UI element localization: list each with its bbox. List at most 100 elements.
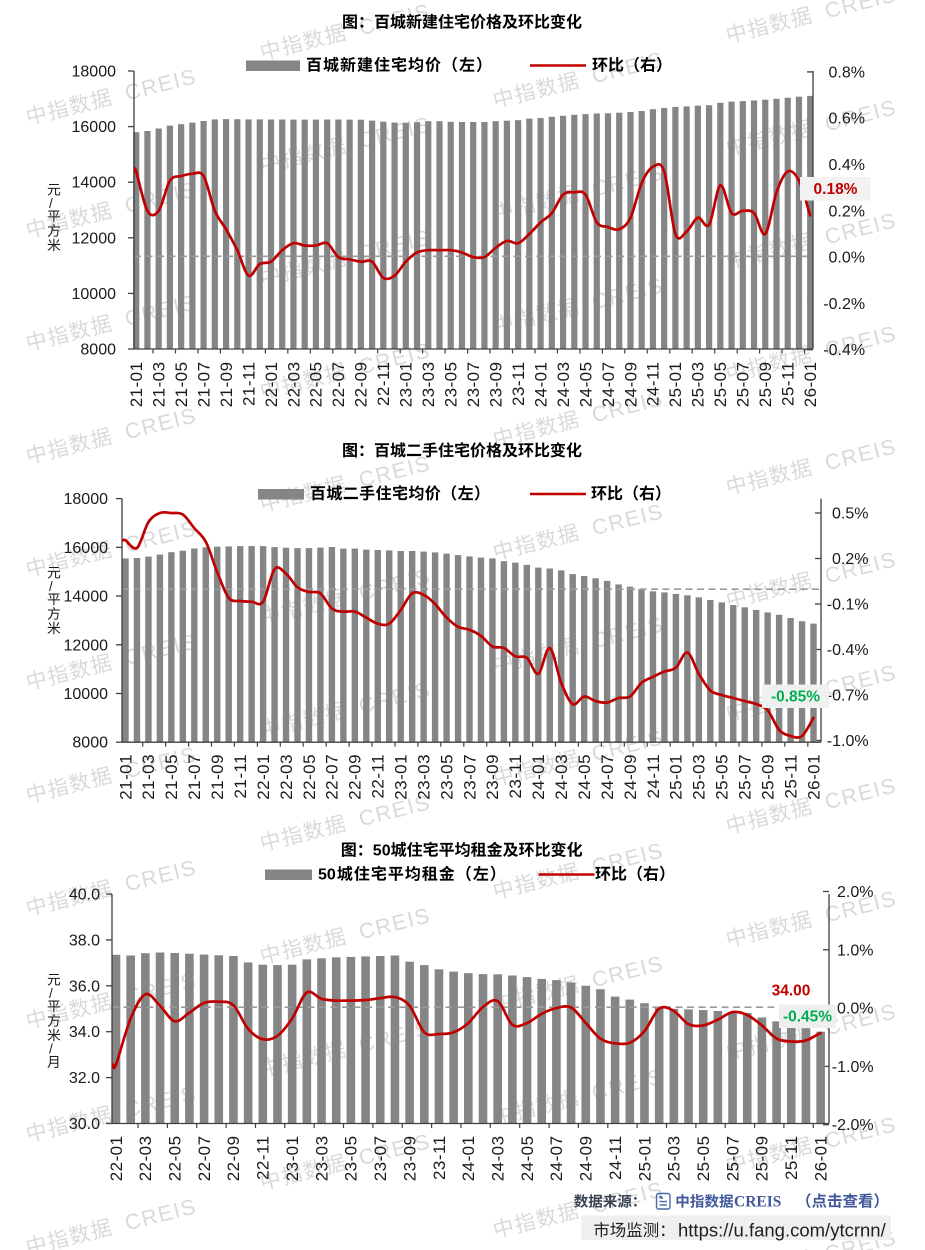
svg-text:https://u.fang.com/ytcrnn/: https://u.fang.com/ytcrnn/ — [678, 1220, 887, 1241]
svg-text:8000: 8000 — [72, 735, 108, 752]
svg-text:0.4%: 0.4% — [829, 157, 865, 174]
svg-text:23-01: 23-01 — [392, 754, 411, 800]
svg-text:34.0: 34.0 — [69, 1024, 100, 1041]
svg-text:-0.85%: -0.85% — [771, 689, 820, 706]
svg-text:24-09: 24-09 — [577, 1136, 596, 1182]
svg-text:/: / — [49, 986, 53, 1001]
svg-text:25-11: 25-11 — [781, 754, 800, 798]
svg-text:CREIS: CREIS — [734, 1194, 781, 1211]
svg-text:22-03: 22-03 — [277, 754, 296, 800]
svg-text:22-05: 22-05 — [166, 1136, 185, 1182]
svg-text:25-11: 25-11 — [779, 362, 798, 406]
svg-text:10000: 10000 — [64, 686, 109, 703]
svg-text:-0.45%: -0.45% — [783, 1009, 832, 1026]
svg-text:0.8%: 0.8% — [829, 64, 865, 81]
svg-text:/: / — [49, 1042, 53, 1057]
svg-text:24-11: 24-11 — [606, 1136, 625, 1180]
svg-text:0.0%: 0.0% — [829, 250, 865, 267]
svg-text:24-03: 24-03 — [489, 1136, 508, 1182]
svg-text:24-07: 24-07 — [547, 1136, 566, 1182]
svg-text:23-05: 23-05 — [342, 1136, 361, 1182]
svg-text:25-09: 25-09 — [753, 1136, 772, 1182]
svg-text:25-03: 25-03 — [665, 1136, 684, 1182]
svg-text:-0.4%: -0.4% — [827, 642, 869, 659]
svg-text:23-07: 23-07 — [371, 1136, 390, 1182]
svg-text:22-09: 22-09 — [346, 754, 365, 800]
svg-text:23-11: 23-11 — [509, 362, 528, 406]
svg-text:16000: 16000 — [64, 540, 109, 557]
svg-text:22-11: 22-11 — [374, 362, 393, 406]
svg-text:14000: 14000 — [64, 589, 109, 606]
svg-text:25-03: 25-03 — [689, 362, 708, 408]
svg-text:21-09: 21-09 — [208, 754, 227, 800]
svg-text:/: / — [49, 196, 53, 211]
svg-text:23-07: 23-07 — [460, 754, 479, 800]
svg-text:22-03: 22-03 — [136, 1136, 155, 1182]
svg-text:21-03: 21-03 — [139, 754, 158, 800]
svg-text:8000: 8000 — [80, 342, 116, 359]
svg-text:23-01: 23-01 — [283, 1136, 302, 1182]
svg-text:21-11: 21-11 — [239, 362, 258, 406]
svg-text:21-05: 21-05 — [172, 362, 191, 408]
svg-text:23-05: 23-05 — [442, 362, 461, 408]
svg-text:22-03: 22-03 — [284, 362, 303, 408]
svg-text:18000: 18000 — [72, 64, 117, 81]
svg-text:-0.4%: -0.4% — [823, 342, 865, 359]
svg-text:22-11: 22-11 — [369, 754, 388, 798]
svg-text:24-01: 24-01 — [531, 362, 550, 408]
svg-text:24-03: 24-03 — [554, 362, 573, 408]
svg-text:-0.2%: -0.2% — [823, 296, 865, 313]
svg-text:21-07: 21-07 — [194, 362, 213, 408]
svg-text:24-07: 24-07 — [599, 362, 618, 408]
svg-text:24-05: 24-05 — [518, 1136, 537, 1182]
svg-text:18000: 18000 — [64, 491, 109, 508]
svg-text:25-03: 25-03 — [690, 754, 709, 800]
svg-text:22-09: 22-09 — [352, 362, 371, 408]
svg-text:21-07: 21-07 — [185, 754, 204, 800]
svg-text:22-07: 22-07 — [329, 362, 348, 408]
svg-text:22-09: 22-09 — [224, 1136, 243, 1182]
svg-text:24-09: 24-09 — [621, 754, 640, 800]
svg-text:22-01: 22-01 — [107, 1136, 126, 1182]
svg-text:21-09: 21-09 — [217, 362, 236, 408]
svg-text:38.0: 38.0 — [69, 932, 100, 949]
svg-text:23-07: 23-07 — [464, 362, 483, 408]
svg-text:25-05: 25-05 — [711, 362, 730, 408]
svg-text:36.0: 36.0 — [69, 978, 100, 995]
svg-text:23-09: 23-09 — [483, 754, 502, 800]
svg-text:40.0: 40.0 — [69, 887, 100, 904]
svg-text:23-09: 23-09 — [400, 1136, 419, 1182]
svg-text:26-01: 26-01 — [801, 362, 820, 408]
svg-text:0.2%: 0.2% — [829, 203, 865, 220]
svg-text:26-01: 26-01 — [811, 1136, 830, 1182]
svg-text:22-05: 22-05 — [300, 754, 319, 800]
svg-text:34.00: 34.00 — [772, 983, 811, 1000]
svg-text:25-01: 25-01 — [635, 1136, 654, 1182]
svg-text:/: / — [49, 579, 53, 594]
svg-text:0.18%: 0.18% — [814, 181, 858, 198]
svg-text:-0.7%: -0.7% — [827, 688, 869, 705]
svg-text:23-03: 23-03 — [414, 754, 433, 800]
svg-text:21-05: 21-05 — [162, 754, 181, 800]
svg-text:14000: 14000 — [72, 175, 117, 192]
svg-text:12000: 12000 — [72, 230, 117, 247]
svg-text:24-05: 24-05 — [575, 754, 594, 800]
svg-text:25-01: 25-01 — [666, 362, 685, 408]
svg-text:23-05: 23-05 — [437, 754, 456, 800]
svg-text:-2.0%: -2.0% — [832, 1117, 874, 1134]
svg-text:0.0%: 0.0% — [837, 1001, 873, 1018]
svg-text:30.0: 30.0 — [69, 1116, 100, 1133]
svg-text:0.5%: 0.5% — [832, 506, 868, 523]
svg-text:0.6%: 0.6% — [829, 111, 865, 128]
svg-text:25-05: 25-05 — [713, 754, 732, 800]
svg-text:24-11: 24-11 — [644, 754, 663, 798]
svg-text:24-01: 24-01 — [459, 1136, 478, 1182]
svg-text:25-09: 25-09 — [756, 362, 775, 408]
svg-text:-1.0%: -1.0% — [832, 1059, 874, 1076]
svg-text:24-09: 24-09 — [621, 362, 640, 408]
svg-text:25-07: 25-07 — [734, 362, 753, 408]
svg-text:22-07: 22-07 — [195, 1136, 214, 1182]
svg-text:25-07: 25-07 — [723, 1136, 742, 1182]
svg-text:22-07: 22-07 — [323, 754, 342, 800]
svg-text:22-01: 22-01 — [262, 362, 281, 408]
